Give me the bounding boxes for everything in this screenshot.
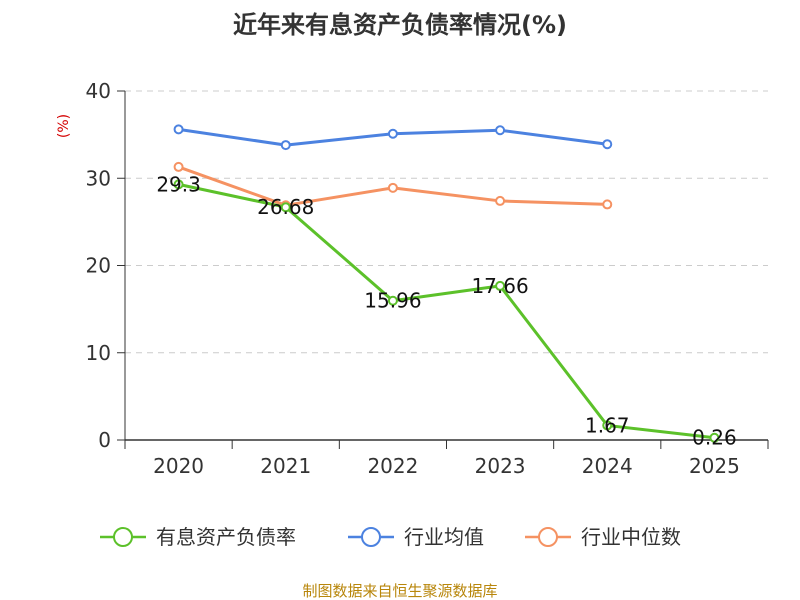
legend-marker xyxy=(113,527,133,547)
chart-title: 近年来有息资产负债率情况(%) xyxy=(233,11,567,39)
data-point xyxy=(709,432,720,443)
y-tick-label: 30 xyxy=(86,166,111,190)
x-tick-label: 2024 xyxy=(582,454,633,478)
data-point xyxy=(173,161,184,172)
data-point xyxy=(387,128,398,139)
y-tick-label: 10 xyxy=(86,341,111,365)
data-point xyxy=(387,295,398,306)
axes: 0 10 20 30 40 2020 2021 2022 2023 2024 2025 xyxy=(86,79,769,478)
data-point xyxy=(495,125,506,136)
grid xyxy=(125,90,768,354)
series-group xyxy=(173,124,720,443)
data-point xyxy=(280,202,291,213)
data-point xyxy=(280,140,291,151)
y-tick-label: 0 xyxy=(98,428,111,452)
legend-label: 行业均值 xyxy=(404,525,484,549)
data-label: 15.96 xyxy=(364,289,421,313)
legend-marker xyxy=(538,527,558,547)
x-tick-label: 2025 xyxy=(689,454,740,478)
data-label: 29.3 xyxy=(156,172,201,196)
data-labels: 29.3 26.68 15.96 17.66 1.67 0.26 xyxy=(156,172,736,449)
y-tick-label: 40 xyxy=(86,79,111,103)
x-tick-label: 2021 xyxy=(260,454,311,478)
x-tick-label: 2020 xyxy=(153,454,204,478)
data-label: 17.66 xyxy=(471,274,528,298)
data-label: 1.67 xyxy=(585,413,630,437)
data-point xyxy=(495,280,506,291)
source-note: 制图数据来自恒生聚源数据库 xyxy=(302,582,497,600)
data-point xyxy=(495,195,506,206)
data-point xyxy=(173,124,184,135)
legend: 有息资产负债率 行业均值 行业中位数 xyxy=(100,525,681,549)
y-tick-label: 20 xyxy=(86,254,111,278)
data-point xyxy=(602,139,613,150)
data-label: 26.68 xyxy=(257,195,314,219)
legend-label: 行业中位数 xyxy=(581,525,681,549)
data-point xyxy=(602,199,613,210)
data-label: 0.26 xyxy=(692,426,737,450)
series-line xyxy=(178,182,715,440)
data-point xyxy=(387,182,398,193)
x-tick-label: 2022 xyxy=(367,454,418,478)
x-tick-label: 2023 xyxy=(475,454,526,478)
data-point xyxy=(602,420,613,431)
legend-label: 有息资产负债率 xyxy=(156,525,296,549)
data-point xyxy=(173,179,184,190)
y-axis-unit: (%) xyxy=(56,114,72,138)
legend-marker xyxy=(361,527,381,547)
